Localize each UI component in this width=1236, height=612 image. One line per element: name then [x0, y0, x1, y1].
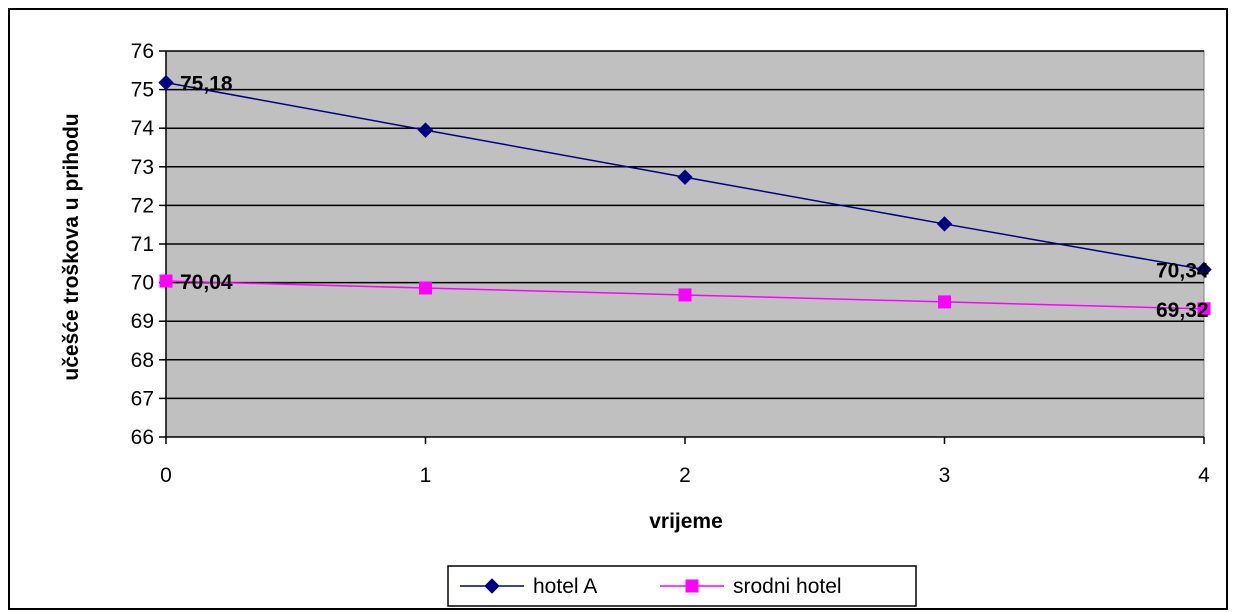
data-label-1-0: 70,04	[180, 271, 233, 294]
series-0-point-0	[158, 74, 174, 91]
data-labels: 75,18 70,34 70,04 69,32	[180, 73, 1209, 322]
x-tick-label-0: 0	[160, 464, 172, 487]
y-tick-label-70: 70	[131, 272, 154, 295]
legend-marker-1	[685, 579, 699, 593]
legend-label-0: hotel A	[533, 575, 597, 598]
series-1-point-3	[938, 295, 951, 309]
y-tick-labels: 66 67 68 69 70 71 72 73 74 75 76	[131, 40, 155, 449]
legend-label-1: srodni hotel	[733, 575, 842, 598]
x-tick-label-2: 2	[679, 464, 691, 487]
series-1-point-1	[419, 281, 432, 295]
x-tick-label-3: 3	[939, 464, 951, 487]
y-tick-label-75: 75	[131, 79, 154, 102]
y-axis-title: učešće troškova u prihodu	[60, 113, 83, 380]
x-tick-label-1: 1	[420, 464, 432, 487]
series-1-point-0	[159, 274, 173, 288]
series-group	[158, 74, 1212, 316]
y-tick-label-69: 69	[131, 310, 154, 333]
gridlines	[166, 50, 1204, 400]
legend: hotel A srodni hotel	[447, 565, 917, 607]
series-0-point-1	[417, 122, 434, 138]
legend-marker-0	[484, 578, 500, 594]
series-0-point-3	[936, 216, 953, 232]
y-tick-label-71: 71	[131, 233, 154, 256]
series-1-point-4	[1197, 302, 1211, 316]
y-tick-label-76: 76	[131, 40, 154, 63]
y-tick-label-74: 74	[131, 117, 155, 140]
series-1-point-2	[678, 288, 692, 302]
y-tick-label-66: 66	[131, 426, 154, 449]
y-tick-label-67: 67	[131, 387, 154, 410]
x-tick-label-4: 4	[1198, 464, 1210, 487]
y-tick-label-72: 72	[131, 194, 154, 217]
data-label-1-4: 69,32	[1156, 299, 1209, 322]
y-tick-label-73: 73	[131, 156, 154, 179]
x-axis-title: vrijeme	[649, 510, 723, 533]
series-0-point-4	[1196, 261, 1212, 278]
data-label-0-0: 75,18	[180, 73, 233, 96]
data-label-0-4: 70,34	[1156, 259, 1209, 282]
y-tick-label-68: 68	[131, 349, 154, 372]
x-tick-labels: 0 1 2 3 4	[160, 464, 1210, 487]
series-0-point-2	[677, 169, 693, 185]
